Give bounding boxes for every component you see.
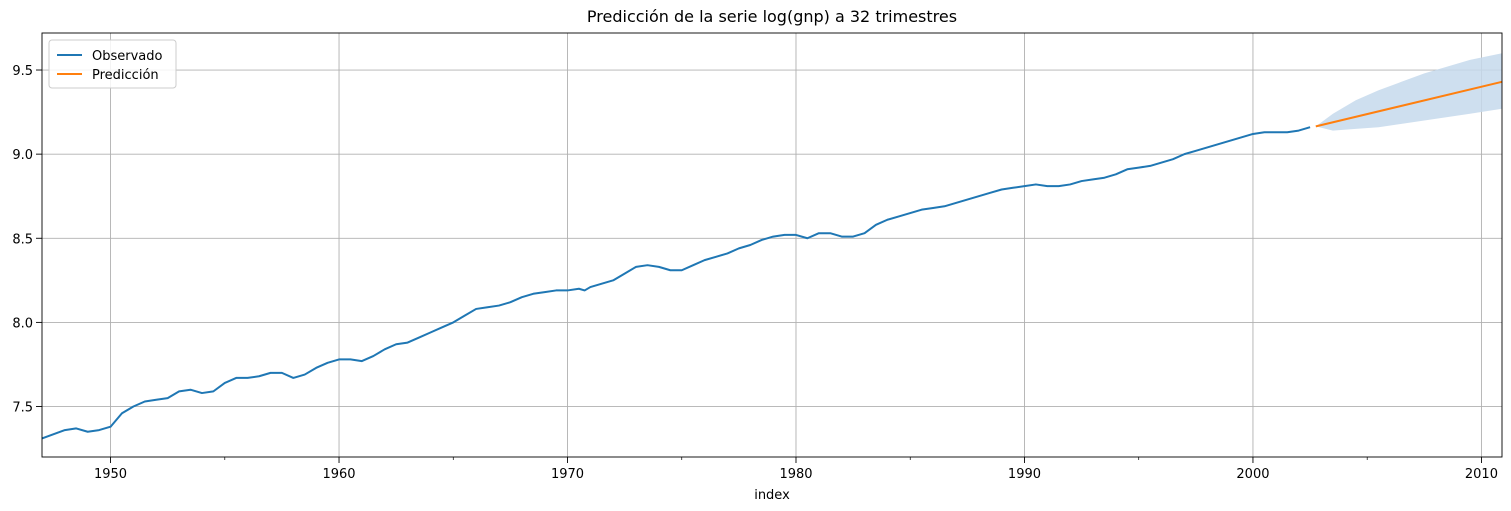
y-tick-label: 9.5 — [12, 64, 33, 79]
x-tick-label: 1990 — [1008, 467, 1041, 482]
y-tick-label: 9.0 — [12, 148, 33, 163]
grid — [42, 33, 1502, 457]
legend-box — [48, 39, 177, 89]
legend-label: Observado — [92, 49, 163, 64]
plot-frame — [41, 32, 1503, 458]
x-tick-label: 1950 — [94, 467, 127, 482]
y-axis: 7.5 8.0 8.5 9.0 9.5 — [12, 64, 42, 416]
legend-label: Predicción — [92, 68, 159, 83]
series-layer — [41, 80, 1503, 440]
y-tick-label: 8.0 — [12, 316, 33, 331]
confidence-band — [1315, 53, 1502, 131]
x-axis-label: index — [754, 488, 790, 503]
x-tick-label: 2010 — [1465, 467, 1498, 482]
x-tick-label: 2000 — [1236, 467, 1269, 482]
x-tick-label: 1980 — [779, 467, 812, 482]
chart-title: Predicción de la serie log(gnp) a 32 tri… — [587, 7, 957, 26]
y-tick-label: 7.5 — [12, 401, 33, 416]
x-tick-label: 1960 — [322, 467, 355, 482]
y-tick-label: 8.5 — [12, 232, 33, 247]
series-line-observado — [41, 126, 1311, 440]
series-line-prediccion — [1315, 80, 1503, 128]
x-tick-label: 1970 — [551, 467, 584, 482]
legend: Observado Predicción — [48, 39, 177, 89]
confidence-band-layer — [1315, 53, 1502, 131]
x-axis: 1950 1960 1970 1980 1990 2000 2010 — [94, 457, 1498, 482]
